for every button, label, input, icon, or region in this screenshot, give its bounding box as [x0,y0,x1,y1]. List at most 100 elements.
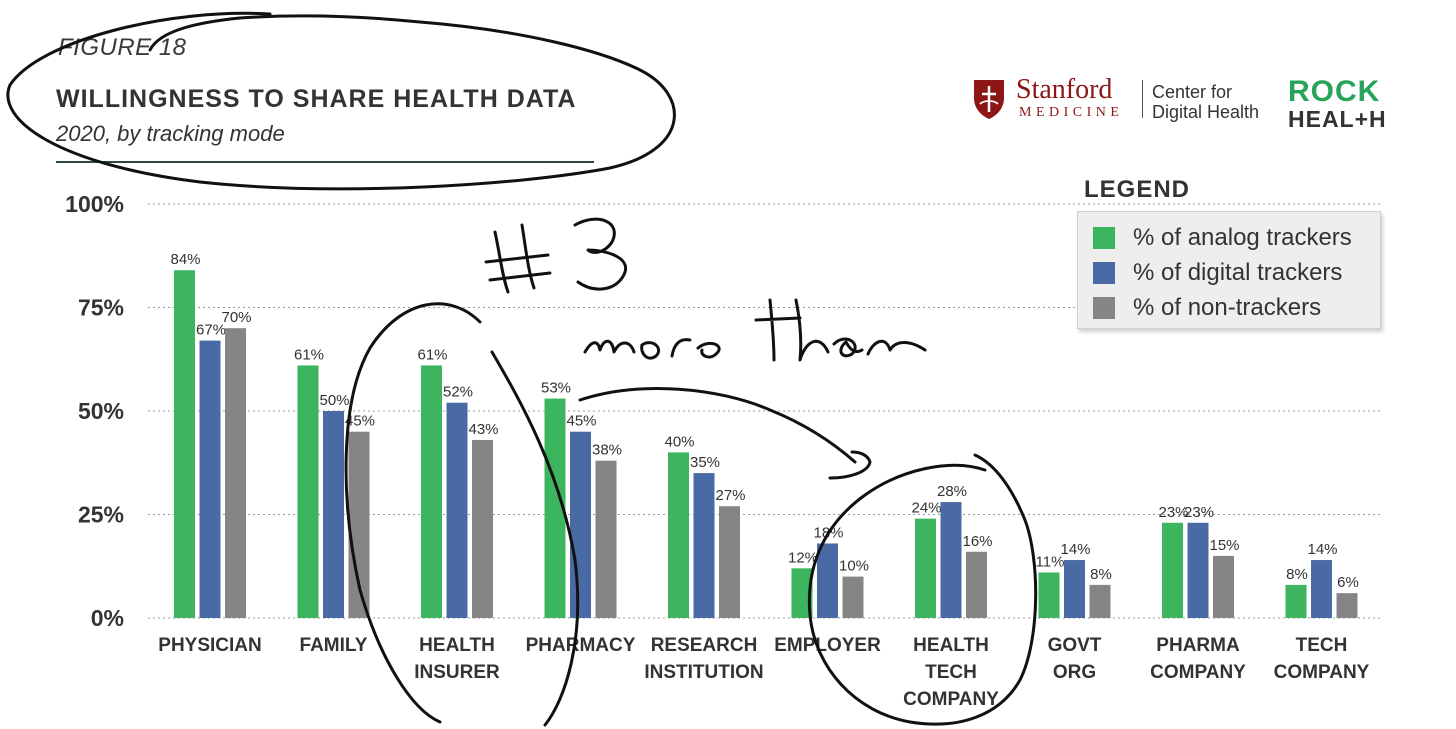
bar [693,473,715,618]
y-tick-label: 25% [78,502,124,528]
legend-swatch-digital [1093,262,1115,284]
data-label: 8% [1090,566,1112,583]
bar [1285,584,1307,618]
bar [1089,584,1111,618]
stanford-wordmark: Stanford [1016,74,1113,105]
y-tick-label: 50% [78,398,124,424]
legend-item-digital: % of digital trackers [1093,259,1342,287]
legend-item-analog: % of analog trackers [1093,224,1352,252]
data-label: 67% [196,322,226,339]
data-label: 53% [541,380,571,397]
x-tick-label: PHARMA [1156,635,1240,656]
y-tick-label: 75% [78,295,124,321]
data-label: 50% [319,392,349,409]
x-tick-label: RESEARCH [651,635,758,656]
bar [1187,522,1209,618]
x-tick-label: EMPLOYER [774,635,881,656]
data-label: 6% [1337,574,1359,591]
bar [174,270,195,618]
data-label: 61% [417,346,447,363]
data-label: 14% [1307,541,1337,558]
bar [719,506,740,618]
data-label: 23% [1158,504,1188,521]
bar [842,576,864,618]
x-tick-label: PHYSICIAN [158,635,261,656]
legend-item-nontrackers: % of non-trackers [1093,294,1321,322]
data-label: 14% [1060,541,1090,558]
data-label: 10% [839,558,869,575]
bar [1038,572,1060,618]
data-label: 45% [566,413,596,430]
data-label: 12% [788,549,818,566]
x-tick-label: INSTITUTION [644,662,763,683]
bar [544,398,566,618]
bar [940,502,962,618]
bar [1064,560,1085,618]
center-line-2: Digital Health [1152,102,1260,122]
legend-label-digital: % of digital trackers [1133,259,1343,286]
legend-swatch-analog [1093,227,1115,249]
x-tick-label: GOVT [1048,635,1102,656]
data-label: 45% [345,413,375,430]
data-label: 23% [1184,504,1214,521]
bar [446,402,468,618]
bar [1311,560,1332,618]
x-tick-label: INSURER [414,662,500,683]
medicine-wordmark: MEDICINE [1019,105,1124,120]
data-label: 35% [690,454,720,471]
data-label: 38% [592,442,622,459]
data-label: 16% [962,533,992,550]
bar [199,340,221,618]
data-label: 18% [813,524,843,541]
bar [323,411,344,618]
bar [595,460,617,618]
y-tick-label: 0% [91,605,124,631]
legend-box: % of analog trackers % of digital tracke… [1077,211,1381,329]
data-label: 52% [443,384,473,401]
rock-health-logo-rock: ROCK [1288,75,1381,108]
x-tick-label: COMPANY [1274,662,1370,683]
bar [472,439,493,618]
data-label: 61% [294,346,324,363]
data-label: 43% [468,421,498,438]
stanford-shield-icon [974,80,1004,119]
x-tick-label: TECH [1296,635,1348,656]
x-tick-label: HEALTH [913,635,989,656]
bar [817,543,838,618]
bar [297,365,319,618]
data-label: 84% [170,251,200,268]
bar [966,551,987,618]
data-label: 15% [1209,537,1239,554]
bar [668,452,689,618]
logo-separator [1142,80,1143,118]
x-tick-label: FAMILY [300,635,368,656]
x-tick-label: PHARMACY [526,635,636,656]
bar [1336,593,1358,618]
rock-health-logo-health: HEAL+H [1288,106,1387,132]
legend-label-analog: % of analog trackers [1133,224,1352,251]
legend-title: LEGEND [1084,176,1191,203]
bar [225,328,246,618]
data-label: 11% [1036,553,1065,570]
center-digital-health-text: Center for Digital Health [1152,82,1259,122]
data-label: 8% [1286,566,1308,583]
data-label: 70% [221,309,251,326]
legend-label-nontrackers: % of non-trackers [1133,294,1322,321]
bar [791,568,813,618]
data-label: 27% [715,487,745,504]
x-tick-label: ORG [1053,662,1096,683]
x-tick-label: COMPANY [903,689,999,710]
x-tick-label: HEALTH [419,635,495,656]
bar [1213,555,1234,618]
bar [915,518,936,618]
bar [1162,522,1183,618]
y-tick-label: 100% [65,191,124,217]
x-tick-label: COMPANY [1150,662,1246,683]
stanford-medicine-logo: Stanford MEDICINE Center for Digital Hea… [972,74,1272,122]
data-label: 28% [937,483,967,500]
x-tick-label: TECH [925,662,977,683]
bar [570,431,591,618]
data-label: 40% [664,433,694,450]
bar [421,365,442,618]
